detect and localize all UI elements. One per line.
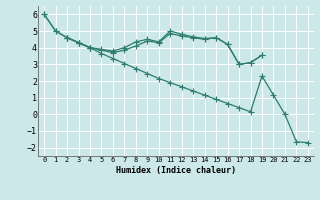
X-axis label: Humidex (Indice chaleur): Humidex (Indice chaleur) <box>116 166 236 175</box>
